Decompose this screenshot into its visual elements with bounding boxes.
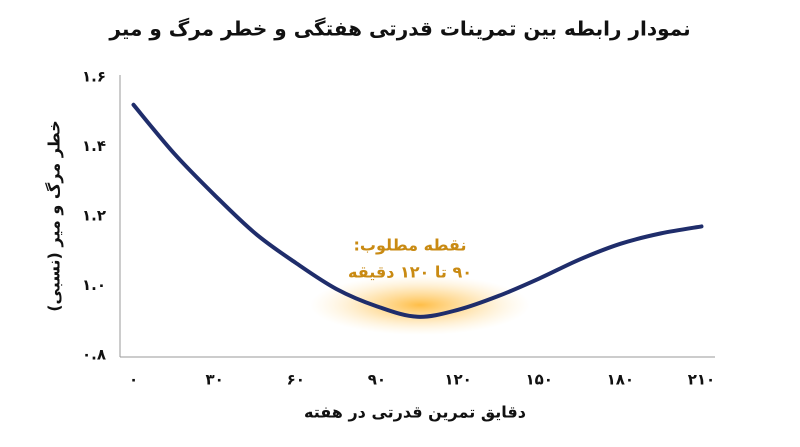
x-tick-label: ۳۰ (206, 371, 224, 389)
x-tick-label: ۹۰ (368, 371, 386, 389)
y-tick-label: ۱.۲ (82, 207, 106, 225)
annotation: نقطه مطلوب: (354, 236, 467, 255)
y-tick-label: ۱.۴ (82, 137, 106, 155)
x-tick-label: ۱۵۰ (525, 371, 552, 389)
y-tick-label: ۰.۸ (82, 346, 106, 364)
y-tick-label: ۱.۰ (82, 276, 106, 294)
x-axis-title: دقایق تمرین قدرتی در هفته (304, 403, 526, 422)
x-tick-label: ۶۰ (287, 371, 305, 389)
chart-title: نمودار رابطه بین تمرینات قدرتی هفتگی و خ… (108, 17, 690, 41)
y-tick-label: ۱.۶ (82, 68, 106, 86)
y-axis-title: خطر مرگ و میر (نسبی) (45, 120, 64, 312)
annotation: ۹۰ تا ۱۲۰ دقیقه (348, 263, 472, 282)
highlight-glow (310, 275, 530, 335)
data-line (131, 102, 704, 319)
x-tick-label: ۲۱۰ (688, 371, 715, 389)
x-tick-label: ۱۸۰ (607, 371, 634, 389)
x-tick-label: ۱۲۰ (444, 371, 471, 389)
x-tick-label: ۰ (129, 371, 138, 389)
